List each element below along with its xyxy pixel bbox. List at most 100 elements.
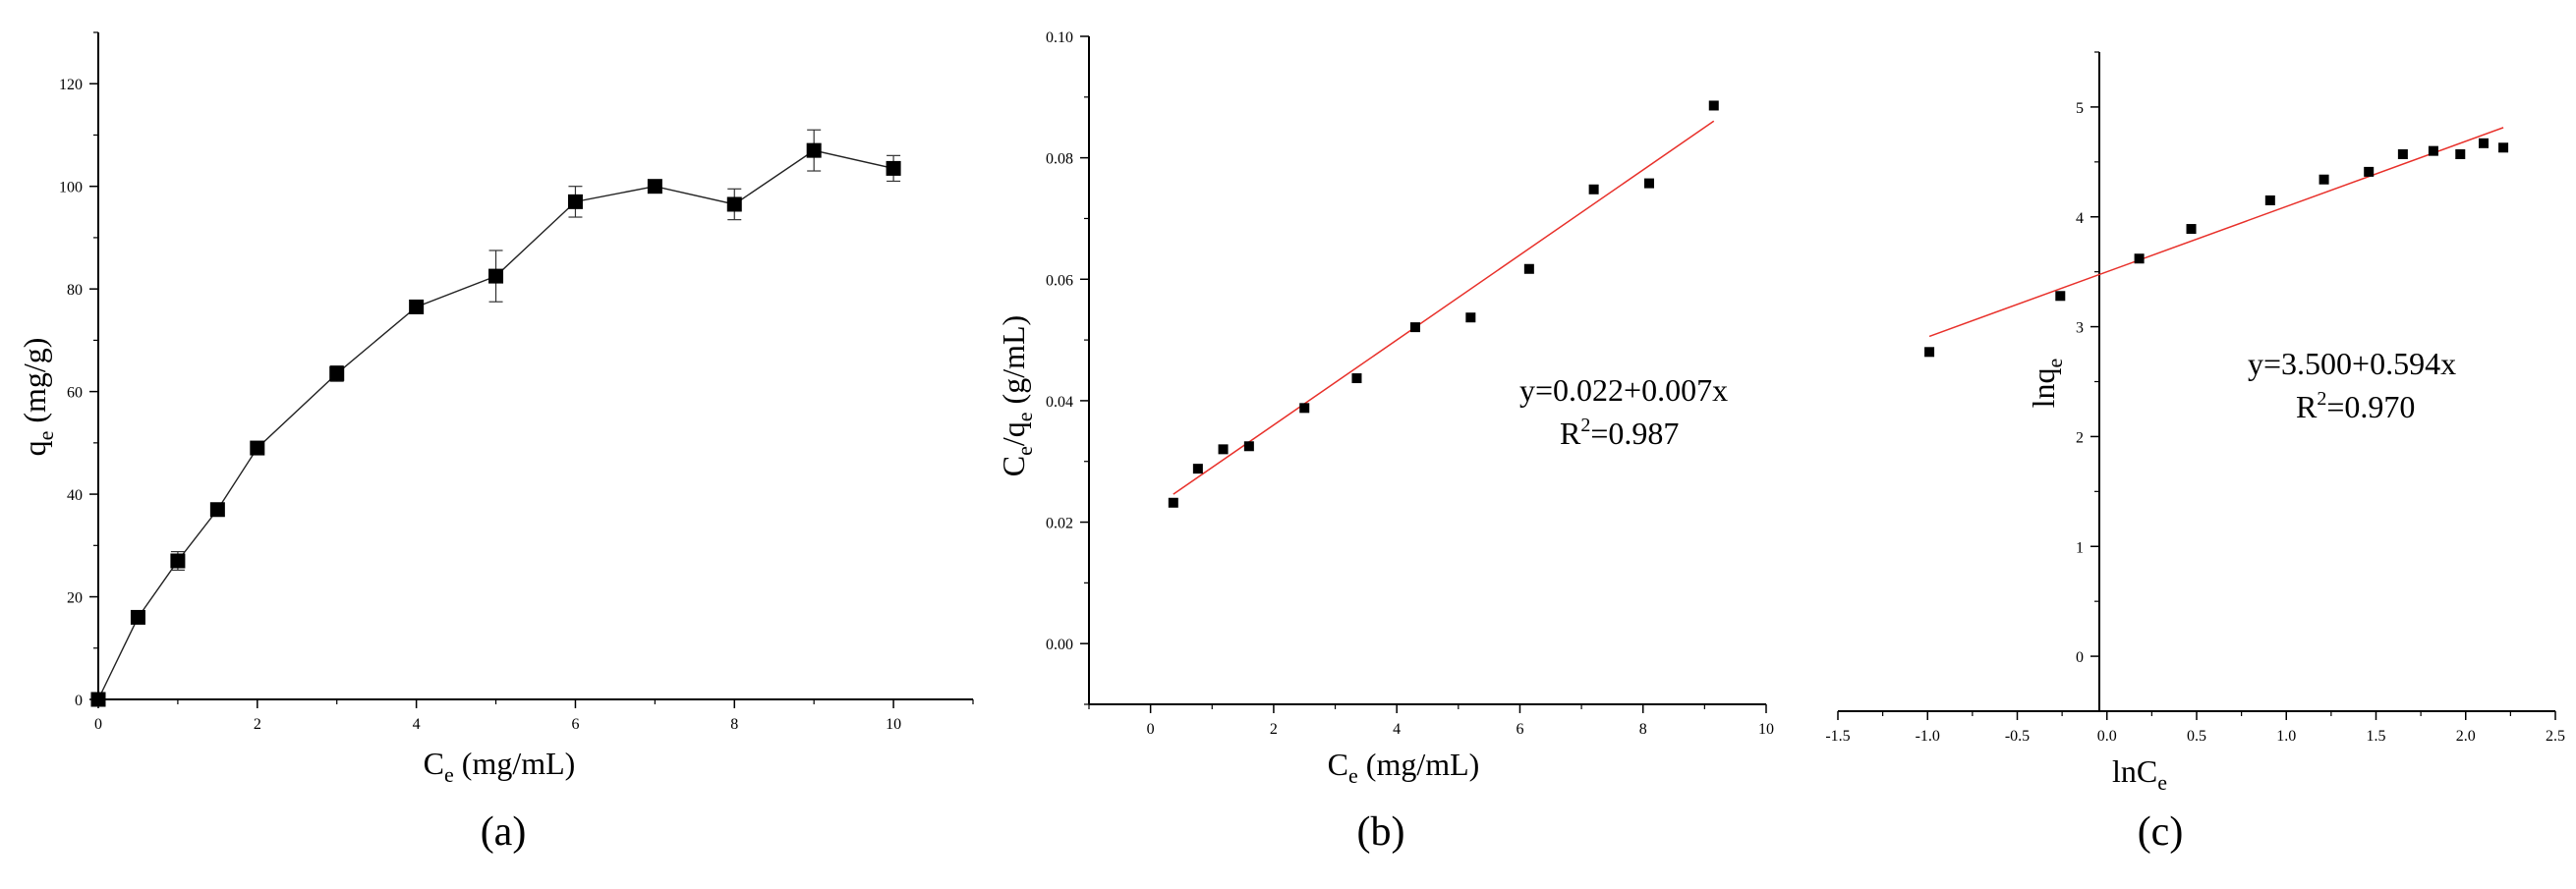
- x-tick-label: 2: [1270, 721, 1278, 738]
- data-point: [90, 692, 106, 707]
- data-point: [488, 268, 504, 284]
- chart-b: 0 2 4 6 8 10 0.00 0.02 0.04 0.06 0.08 0.10 Ce (mg/…: [996, 29, 1774, 855]
- chart-a-y-axis-label: qe (mg/g): [17, 338, 58, 457]
- chart-a-series-line: [97, 149, 894, 700]
- data-point: [209, 502, 225, 518]
- chart-b-r-squared: R2=0.987: [1560, 415, 1679, 451]
- data-point: [250, 440, 265, 456]
- data-point: [726, 196, 742, 212]
- y-tick-label: 80: [67, 282, 83, 299]
- series-line: [97, 149, 894, 700]
- y-tick-label: 5: [2076, 100, 2084, 117]
- y-tick-label: 60: [67, 385, 83, 402]
- chart-b-fit-equation: y=0.022+0.007x: [1519, 372, 1728, 408]
- data-point: [1243, 441, 1254, 452]
- data-point: [2455, 149, 2466, 160]
- x-tick-label: 2.0: [2456, 728, 2476, 745]
- chart-a-axes: [97, 32, 973, 700]
- y-tick-label: 0.04: [1046, 394, 1073, 411]
- chart-c-fit-line: [1928, 127, 2504, 338]
- data-point: [130, 609, 145, 625]
- chart-c-r-squared: R2=0.970: [2296, 388, 2415, 424]
- x-tick-label: 2.5: [2546, 728, 2565, 745]
- data-point: [1643, 178, 1654, 189]
- y-tick-label: 0.08: [1046, 151, 1073, 168]
- x-tick-label: 4: [413, 716, 421, 733]
- data-point: [1409, 322, 1420, 333]
- x-tick-label: 10: [1758, 721, 1774, 738]
- y-tick-label: 3: [2076, 320, 2084, 337]
- chart-b-panel-label: (b): [1357, 809, 1405, 855]
- data-point: [806, 142, 822, 158]
- data-point: [2479, 138, 2489, 148]
- chart-c-panel-label: (c): [2138, 809, 2184, 855]
- chart-c: -1.5 -1.0 -0.5 0.0 0.5 1.0 1.5 2.0 2.5 0 1 2 3 4 5 ln…: [1825, 51, 2565, 855]
- data-point: [1168, 497, 1178, 508]
- x-tick-label: 0.0: [2097, 728, 2117, 745]
- y-tick-label: 0.06: [1046, 272, 1073, 289]
- data-point: [2428, 145, 2438, 156]
- data-point: [886, 160, 901, 176]
- x-tick-label: 6: [1516, 721, 1523, 738]
- data-point: [2055, 291, 2066, 302]
- x-tick-label: 4: [1393, 721, 1401, 738]
- y-tick-label: 0.02: [1046, 516, 1073, 532]
- chart-a-panel-label: (a): [481, 809, 527, 855]
- y-tick-label: 4: [2076, 210, 2084, 227]
- x-tick-label: -1.5: [1825, 728, 1850, 745]
- x-tick-label: 1.0: [2276, 728, 2296, 745]
- data-point: [2364, 166, 2375, 177]
- x-tick-label: -0.5: [2005, 728, 2030, 745]
- chart-b-points: [1168, 100, 1719, 508]
- data-point: [2498, 142, 2509, 153]
- data-point: [2186, 224, 2197, 235]
- chart-c-x-ticks: -1.5 -1.0 -0.5 0.0 0.5 1.0 1.5 2.0 2.5: [1825, 711, 2565, 745]
- chart-b-x-ticks: 0 2 4 6 8 10: [1088, 704, 1774, 738]
- x-tick-label: 8: [730, 716, 738, 733]
- data-point: [2397, 149, 2408, 160]
- chart-a: 0 2 4 6 8 10 0 20 40 60 80 100 120 Ce (mg/mL) qe (m…: [17, 31, 974, 855]
- data-point: [170, 553, 186, 569]
- fit-line: [1928, 127, 2504, 338]
- y-tick-label: 0: [75, 693, 83, 709]
- chart-c-y-ticks: 0 1 2 3 4 5: [2076, 51, 2099, 712]
- data-point: [409, 299, 425, 314]
- chart-a-y-ticks: 0 20 40 60 80 100 120: [59, 31, 98, 709]
- x-tick-label: 6: [571, 716, 579, 733]
- fit-line: [1173, 120, 1715, 495]
- y-tick-label: 0: [2076, 649, 2084, 666]
- data-point: [1523, 263, 1534, 274]
- data-point: [1192, 464, 1203, 474]
- chart-b-x-axis-label: Ce (mg/mL): [1328, 747, 1480, 788]
- x-tick-label: 8: [1639, 721, 1647, 738]
- data-point: [1351, 373, 1362, 384]
- y-tick-label: 0.00: [1046, 637, 1073, 653]
- data-point: [1299, 403, 1310, 414]
- chart-b-y-axis-label: Ce/qe (g/mL): [996, 315, 1037, 476]
- chart-a-x-axis-label: Ce (mg/mL): [424, 746, 576, 787]
- y-tick-label: 40: [67, 487, 83, 504]
- y-tick-label: 120: [59, 77, 83, 93]
- x-tick-label: 0: [94, 716, 102, 733]
- y-tick-label: 20: [67, 590, 83, 607]
- data-point: [567, 194, 583, 209]
- x-tick-label: 0: [1147, 721, 1155, 738]
- chart-b-axes: [1088, 36, 1766, 705]
- data-point: [1708, 100, 1719, 111]
- data-point: [1588, 184, 1599, 194]
- y-tick-label: 0.10: [1046, 29, 1073, 46]
- chart-c-fit-equation: y=3.500+0.594x: [2248, 346, 2456, 381]
- chart-c-x-axis-label: lnCe: [2112, 753, 2167, 795]
- chart-a-points: [90, 142, 901, 707]
- chart-c-axes: [1838, 52, 2555, 712]
- data-point: [2264, 194, 2275, 205]
- data-point: [2318, 174, 2329, 185]
- y-tick-label: 1: [2076, 539, 2084, 556]
- chart-b-y-ticks: 0.00 0.02 0.04 0.06 0.08 0.10: [1046, 29, 1089, 705]
- data-point: [2134, 253, 2145, 264]
- x-tick-label: -1.0: [1916, 728, 1940, 745]
- chart-b-fit-line: [1173, 120, 1715, 495]
- chart-c-points: [1924, 138, 2509, 358]
- data-point: [1924, 347, 1935, 358]
